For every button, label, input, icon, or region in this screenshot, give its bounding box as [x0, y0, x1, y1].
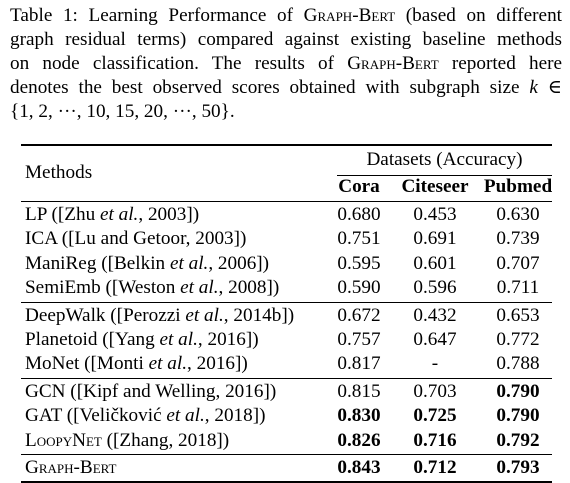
- text-run: SemiEmb ([Weston: [25, 277, 181, 299]
- text-run: ∈: [537, 77, 562, 98]
- value-cell: 0.590: [337, 277, 381, 299]
- text-run: on node classification. The results of: [10, 53, 348, 74]
- small-caps-run: Graph-Bert: [25, 457, 117, 478]
- method-cell: LP ([Zhu et al., 2003]): [25, 204, 199, 226]
- value-cell: 0.790: [496, 405, 540, 427]
- method-cell: MoNet ([Monti et al., 2016]): [25, 353, 248, 375]
- value-cell: 0.788: [496, 353, 540, 375]
- value-cell: 0.630: [496, 204, 540, 225]
- text-run: DeepWalk ([Perozzi: [25, 304, 186, 326]
- methods-header: Methods: [25, 162, 93, 183]
- value-cell: 0.739: [496, 228, 540, 250]
- caption-line: graph residual terms) compared against e…: [10, 28, 562, 52]
- text-run: {1, 2, ···, 10, 15, 20, ···, 50}.: [10, 101, 235, 122]
- datasets-header-rule: [337, 175, 552, 176]
- group-rule: [21, 301, 552, 303]
- method-cell: SemiEmb ([Weston et al., 2008]): [25, 277, 279, 299]
- value-cell: 0.716: [413, 429, 457, 451]
- method-cell: Planetoid ([Yang et al., 2016]): [25, 329, 259, 351]
- italic-run: et al.: [148, 353, 188, 375]
- caption-line: denotes the best observed scores obtaine…: [10, 76, 562, 100]
- method-cell: GAT ([Veličković et al., 2018]): [25, 405, 266, 427]
- italic-run: et al.: [180, 277, 219, 299]
- value-cell: -: [431, 353, 439, 375]
- group-rule: [21, 201, 552, 202]
- text-run: MoNet ([Monti: [25, 353, 149, 375]
- text-run: GAT ([Veličković: [25, 405, 167, 427]
- text-run: , 2003]): [138, 204, 200, 225]
- table-caption: Table 1: Learning Performance of Graph-B…: [10, 4, 562, 124]
- value-cell: 0.647: [413, 329, 457, 350]
- value-cell: 0.815: [337, 380, 381, 402]
- text-run: reported here: [438, 53, 562, 74]
- value-cell: 0.432: [413, 304, 457, 326]
- method-cell: GCN ([Kipf and Welling, 2016]): [25, 381, 276, 403]
- value-cell: 0.751: [337, 228, 381, 250]
- caption-line: {1, 2, ···, 10, 15, 20, ···, 50}.: [10, 100, 562, 124]
- value-cell: 0.601: [413, 252, 457, 274]
- text-run: denotes the best observed scores obtaine…: [10, 77, 530, 98]
- value-cell: 0.793: [496, 457, 540, 478]
- method-cell: LoopyNet ([Zhang, 2018]): [25, 430, 229, 452]
- text-run: LP ([Zhu: [25, 204, 100, 225]
- value-cell: 0.596: [413, 277, 457, 299]
- value-cell: 0.725: [413, 405, 457, 427]
- value-cell: 0.712: [413, 457, 457, 478]
- text-run: , 2006]): [208, 252, 270, 274]
- group-rule: [21, 377, 552, 379]
- value-cell: 0.790: [496, 380, 540, 402]
- value-cell: 0.453: [413, 204, 457, 225]
- value-cell: 0.817: [337, 353, 381, 375]
- text-run: Table 1: Learning Performance of: [10, 5, 304, 26]
- method-cell: DeepWalk ([Perozzi et al., 2014b]): [25, 305, 294, 327]
- text-run: , 2008]): [218, 277, 280, 299]
- text-run: , 2014b]): [223, 304, 295, 326]
- small-caps-run: Graph-Bert: [347, 53, 439, 74]
- small-caps-run: LoopyNet: [25, 429, 102, 451]
- caption-line: on node classification. The results of G…: [10, 52, 562, 76]
- value-cell: 0.772: [496, 329, 540, 350]
- datasets-header: Datasets (Accuracy): [366, 149, 523, 170]
- small-caps-run: Graph-Bert: [303, 5, 396, 26]
- table-top-rule: [21, 144, 552, 146]
- value-cell: 0.830: [337, 405, 381, 427]
- text-run: ICA ([Lu and Getoor, 2003]): [25, 228, 247, 250]
- value-cell: 0.595: [337, 252, 381, 274]
- value-cell: 0.680: [337, 204, 381, 225]
- value-cell: 0.843: [337, 457, 381, 478]
- text-run: , 2016]): [187, 353, 248, 375]
- text-run: ManiReg ([Belkin: [25, 252, 170, 274]
- italic-run: et al.: [185, 304, 224, 326]
- caption-line: Table 1: Learning Performance of Graph-B…: [10, 4, 562, 28]
- value-cell: 0.757: [337, 329, 381, 350]
- column-header-cora: Cora: [338, 176, 380, 197]
- value-cell: 0.653: [496, 304, 540, 326]
- text-run: , 2016]): [197, 329, 259, 350]
- italic-run: et al.: [99, 204, 139, 225]
- italic-run: k: [529, 77, 538, 98]
- value-cell: 0.826: [337, 429, 381, 451]
- text-run: ([Zhang, 2018]): [101, 429, 230, 451]
- value-cell: 0.711: [496, 277, 540, 299]
- italic-run: et al.: [159, 329, 198, 350]
- italic-run: et al.: [169, 252, 209, 274]
- group-rule: [21, 454, 552, 455]
- text-run: Planetoid ([Yang: [25, 329, 160, 350]
- method-cell: Graph-Bert: [25, 457, 117, 479]
- value-cell: 0.707: [496, 252, 540, 274]
- method-cell: ManiReg ([Belkin et al., 2006]): [25, 253, 269, 275]
- value-cell: 0.672: [337, 304, 381, 326]
- value-cell: 0.792: [496, 429, 540, 451]
- column-header-citeseer: Citeseer: [401, 176, 469, 197]
- column-header-pubmed: Pubmed: [483, 176, 553, 197]
- text-run: , 2018]): [204, 405, 266, 427]
- value-cell: 0.691: [413, 228, 457, 250]
- value-cell: 0.703: [413, 380, 457, 402]
- text-run: (based on different: [395, 5, 562, 26]
- text-run: graph residual terms) compared against e…: [10, 29, 562, 50]
- italic-run: et al.: [166, 405, 205, 427]
- method-cell: ICA ([Lu and Getoor, 2003]): [25, 228, 246, 250]
- text-run: GCN ([Kipf and Welling, 2016]): [25, 380, 277, 402]
